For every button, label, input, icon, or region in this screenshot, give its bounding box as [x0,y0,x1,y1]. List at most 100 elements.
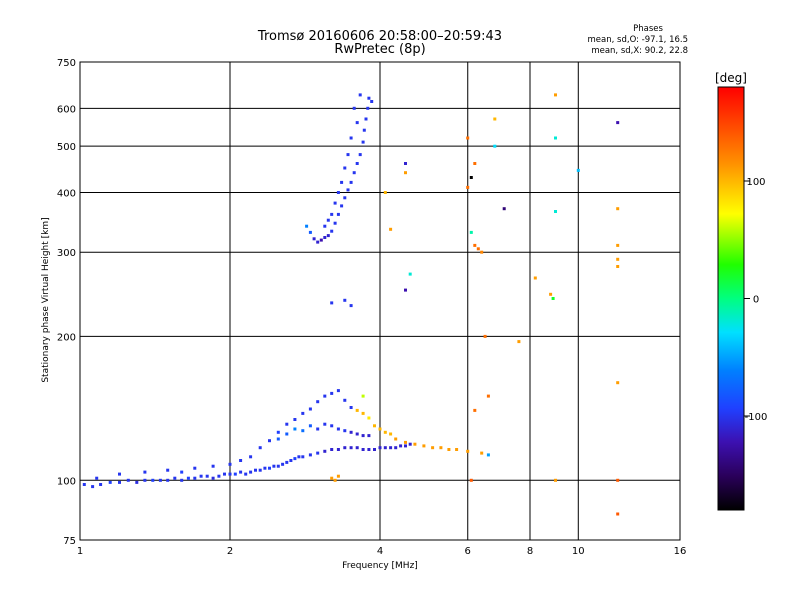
data-point [166,468,170,472]
data-point [239,470,243,474]
data-points [82,93,620,516]
x-tick-label: 16 [674,546,687,557]
data-point [118,472,121,476]
data-point [223,472,226,476]
data-point [326,218,330,222]
data-point [333,221,337,225]
x-tick-label: 6 [465,546,471,557]
data-point [394,446,398,450]
data-point [383,430,387,434]
data-point [361,411,365,415]
data-point [476,247,480,251]
data-point [336,389,340,393]
data-point [370,100,374,103]
data-point [349,406,353,409]
data-point [297,455,301,459]
data-point [193,466,197,470]
data-point [249,470,253,474]
data-point [554,93,557,97]
grid [80,62,680,540]
data-point [383,191,387,194]
data-point [276,464,280,468]
data-point [333,201,337,205]
data-point [473,408,477,412]
data-point [330,424,334,428]
data-point [249,455,253,459]
data-point [319,238,323,242]
x-tick-label: 1 [77,546,83,557]
data-point [483,334,487,338]
data-point [308,424,312,428]
data-point [389,432,393,436]
data-point [551,297,555,300]
plot-frame [79,61,681,541]
data-point [333,478,337,482]
data-point [323,236,327,239]
data-point [91,485,95,489]
data-point [367,448,371,451]
x-tick-label: 8 [527,546,533,557]
data-point [486,453,490,457]
data-point [469,478,473,482]
x-axis-label: Frequency [MHz] [342,561,418,571]
data-point [340,180,344,184]
colorbar-ticks: 100 0 -100 [744,177,767,423]
data-point [217,474,221,478]
y-tick-label: 750 [57,58,76,69]
data-point [254,468,257,472]
y-axis-label: Stationary phase Virtual Height [km] [41,217,51,382]
data-point [301,429,305,433]
data-point [108,480,112,484]
data-point [554,210,557,213]
data-point [349,430,353,434]
colorbar-tick-label: -100 [745,412,768,423]
data-point [305,224,309,228]
data-point [330,476,334,480]
info-header: Phases [633,24,663,34]
data-point [364,117,368,121]
data-point [293,427,297,431]
data-point [186,476,190,480]
data-point [340,204,344,208]
y-tick-label: 100 [57,476,76,487]
data-point [336,427,340,431]
y-tick-label: 400 [57,188,76,199]
data-point [469,176,473,179]
data-point [616,265,620,268]
data-point [346,153,350,157]
data-point [346,188,350,192]
data-point [616,121,620,125]
data-point [408,272,412,276]
data-point [158,478,162,482]
data-point [422,444,426,448]
data-point [330,301,334,305]
data-point [95,476,99,480]
data-point [336,212,340,216]
data-point [367,416,371,420]
data-point [493,144,497,148]
data-point [616,207,620,211]
data-point [473,243,477,247]
data-point [316,400,320,404]
data-point [447,448,451,451]
data-point [276,437,280,441]
data-point [533,276,537,280]
data-point [289,459,293,462]
data-point [394,437,398,441]
data-point [355,162,359,165]
data-point [330,448,334,451]
data-point [361,434,365,438]
data-point [285,460,289,464]
data-point [233,472,237,476]
data-point [455,448,459,451]
data-point [355,432,359,436]
data-point [554,478,557,482]
data-point [549,292,553,296]
data-point [323,422,327,426]
data-point [349,446,353,450]
data-point [180,470,184,474]
data-point [343,196,347,200]
colorbar-tick-label: 0 [753,295,759,306]
data-point [244,472,248,476]
data-point [343,398,347,402]
